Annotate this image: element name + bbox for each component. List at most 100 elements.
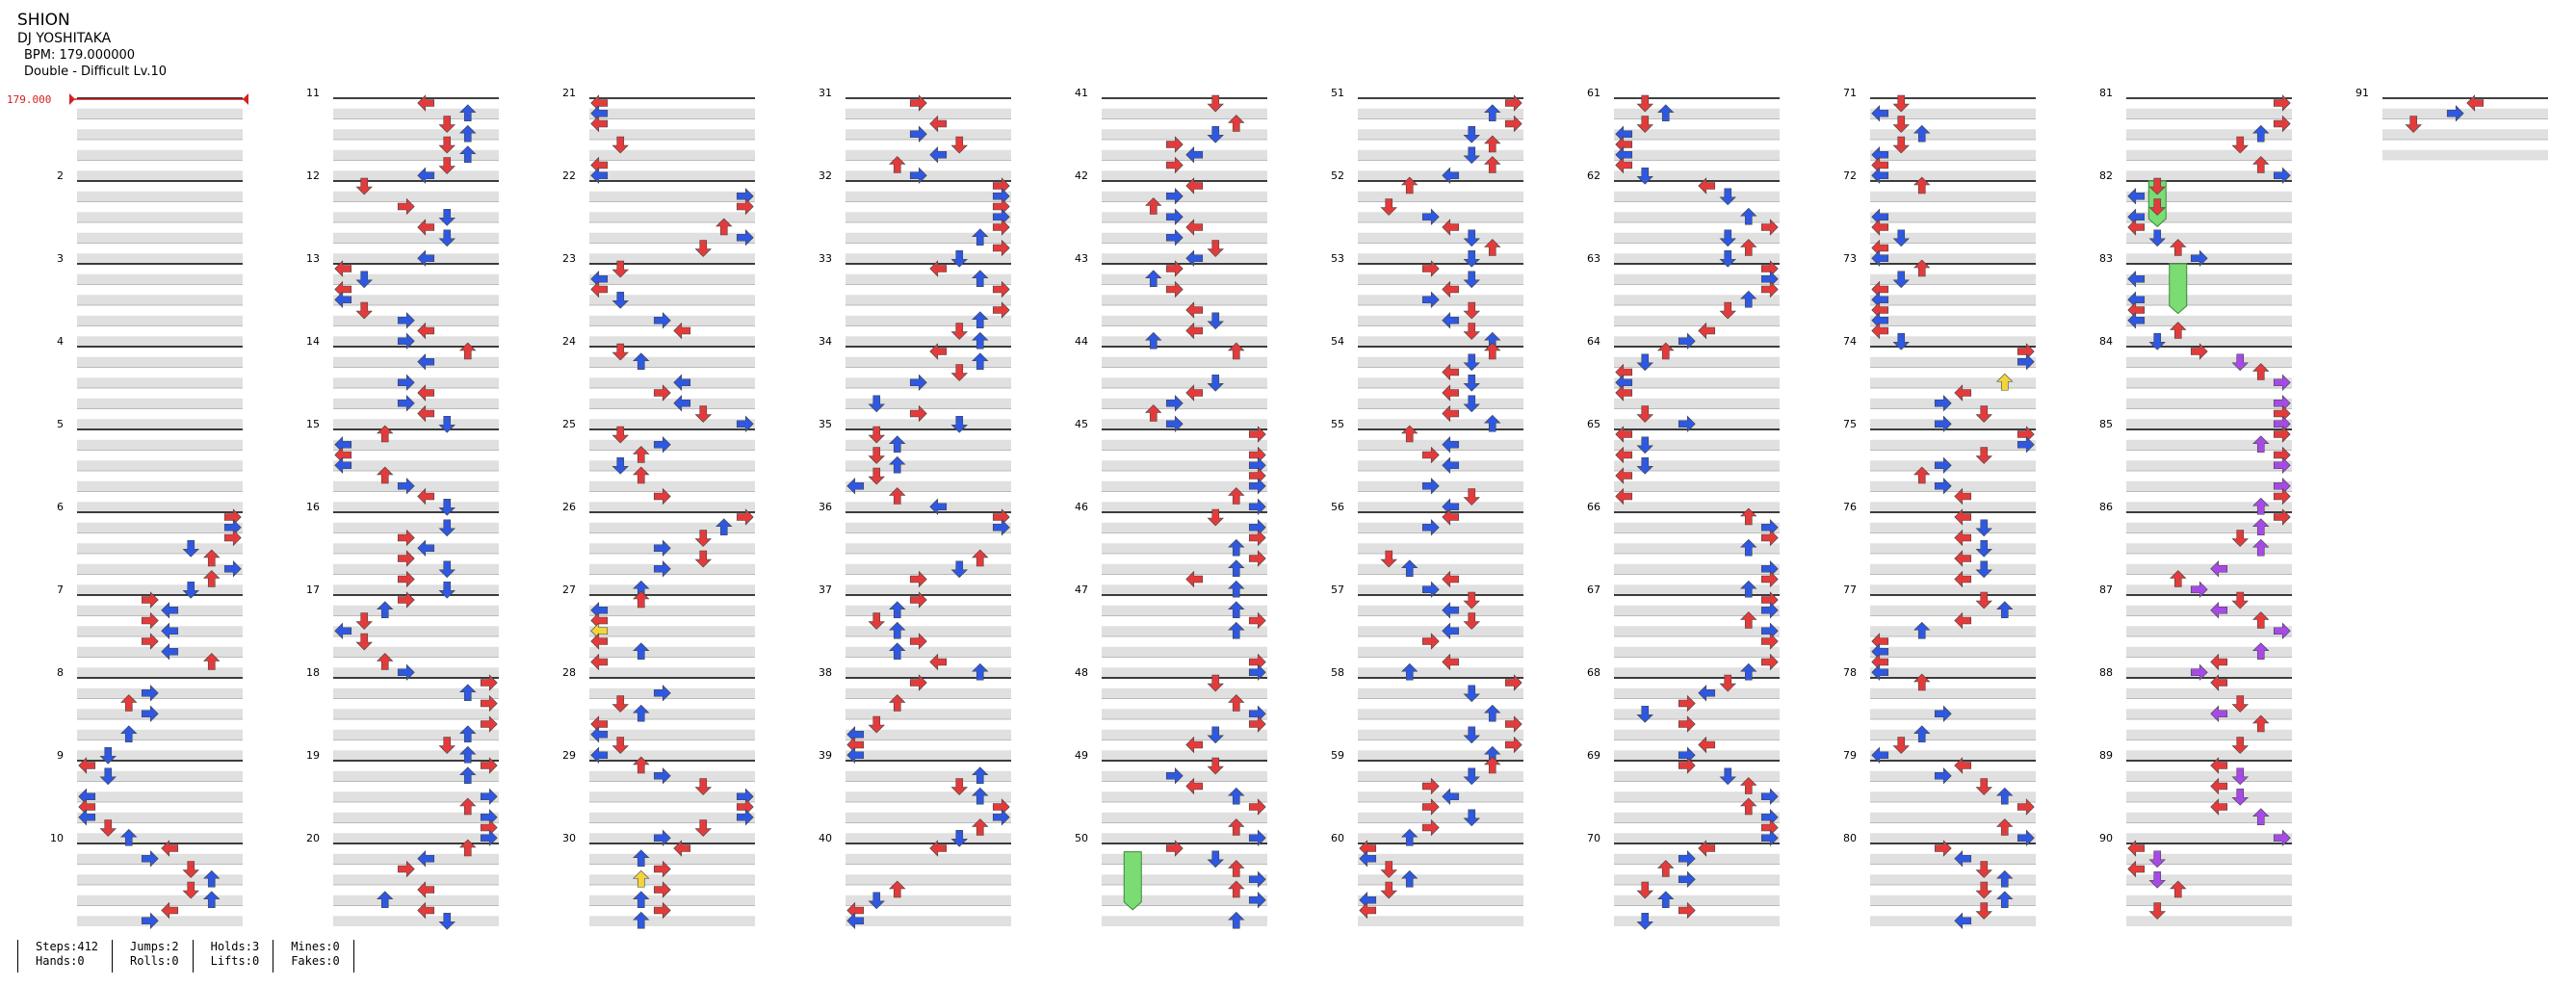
step-arrow	[397, 663, 415, 681]
step-arrow	[2127, 219, 2146, 236]
beat-stripe	[1102, 295, 1267, 305]
step-arrow	[2190, 249, 2208, 267]
step-arrow	[1996, 818, 2014, 836]
step-arrow	[1975, 447, 1992, 464]
step-arrow	[2148, 902, 2166, 920]
step-arrow	[2252, 363, 2270, 380]
beat-stripe	[2126, 480, 2292, 492]
beat-stripe	[1102, 543, 1267, 554]
measure-number: 79	[1843, 749, 1857, 762]
step-arrow	[2210, 674, 2228, 691]
step-arrow	[480, 757, 498, 774]
beat-stripe	[1102, 688, 1267, 699]
song-title: SHION	[17, 11, 70, 30]
beat-stripe	[333, 563, 499, 575]
beat-stripe	[1614, 709, 1780, 719]
beat-stripe	[846, 502, 1011, 512]
step-arrow	[1248, 550, 1266, 567]
step-arrow	[1207, 726, 1224, 744]
step-arrow	[2170, 322, 2187, 339]
step-arrow	[909, 591, 927, 609]
step-arrow	[633, 869, 650, 888]
step-arrow	[223, 529, 242, 547]
step-arrow	[1760, 602, 1779, 619]
beat-stripe	[1870, 688, 2036, 699]
step-arrow	[1892, 116, 1910, 133]
beat-stripe	[1358, 273, 1523, 285]
step-arrow	[1442, 219, 1460, 236]
step-arrow	[1442, 384, 1460, 402]
step-arrow	[1678, 901, 1696, 920]
step-arrow	[1678, 715, 1696, 733]
beat-stripe	[589, 398, 755, 409]
beat-stripe	[77, 626, 243, 636]
beat-stripe	[333, 750, 499, 761]
beat-stripe	[1614, 295, 1780, 305]
step-arrow	[2127, 271, 2146, 288]
beat-stripe	[846, 480, 1011, 492]
step-arrow	[1871, 663, 1889, 681]
step-arrow	[1401, 662, 1418, 681]
step-arrow	[1463, 612, 1480, 630]
beat-stripe	[589, 253, 755, 264]
step-arrow	[1913, 725, 1931, 743]
beat-stripe	[846, 667, 1011, 678]
beat-stripe	[77, 646, 243, 658]
step-arrow	[1913, 466, 1931, 484]
beat-stripe	[1102, 480, 1267, 492]
beat-stripe	[2126, 419, 2292, 429]
step-arrow	[397, 478, 415, 495]
beat-stripe	[589, 770, 755, 782]
step-arrow	[1892, 94, 1910, 113]
step-arrow	[1975, 539, 1992, 558]
step-arrow	[1740, 662, 1757, 681]
beat-stripe	[2126, 191, 2292, 202]
step-arrow	[1401, 828, 1418, 846]
step-arrow	[1228, 880, 1245, 898]
step-arrow	[99, 819, 117, 837]
step-arrow	[480, 715, 498, 733]
step-arrow	[1228, 601, 1245, 619]
step-arrow	[673, 395, 691, 412]
step-arrow	[633, 849, 650, 868]
beat-stripe	[333, 916, 499, 926]
beat-stripe	[1870, 791, 2036, 802]
beat-stripe	[1358, 543, 1523, 554]
step-arrow	[1207, 240, 1224, 257]
beat-stripe	[333, 460, 499, 471]
beat-stripe	[1614, 108, 1780, 119]
step-arrow	[120, 828, 138, 846]
step-arrow	[2252, 714, 2270, 733]
beat-stripe	[77, 770, 243, 782]
beat-stripe	[1358, 605, 1523, 616]
step-arrow	[182, 861, 199, 878]
beat-stripe	[2126, 812, 2292, 823]
step-arrow	[2231, 767, 2249, 786]
measure-number: 5	[57, 418, 64, 430]
step-arrow	[1636, 167, 1653, 185]
beat-stripe	[1614, 646, 1780, 658]
step-arrow	[1185, 736, 1204, 754]
beat-stripe	[846, 916, 1011, 926]
step-arrow	[2273, 622, 2291, 639]
measure-number: 85	[2099, 418, 2113, 430]
beat-stripe	[1102, 419, 1267, 429]
step-arrow	[950, 249, 968, 268]
step-arrow	[590, 280, 609, 298]
beat-stripe	[1870, 419, 2036, 429]
step-arrow	[1165, 415, 1184, 432]
beat-stripe	[846, 149, 1011, 161]
step-arrow	[2273, 456, 2291, 474]
step-arrow	[633, 891, 650, 909]
step-arrow	[438, 560, 455, 579]
step-arrow	[653, 487, 671, 506]
step-arrow	[2273, 829, 2291, 846]
beat-stripe	[2126, 295, 2292, 305]
step-arrow	[633, 911, 650, 929]
step-arrow	[1484, 756, 1501, 774]
step-arrow	[1975, 902, 1992, 920]
step-arrow	[438, 581, 455, 599]
step-arrow	[1185, 177, 1204, 195]
beat-stripe	[1102, 212, 1267, 222]
step-arrow	[2252, 611, 2270, 629]
